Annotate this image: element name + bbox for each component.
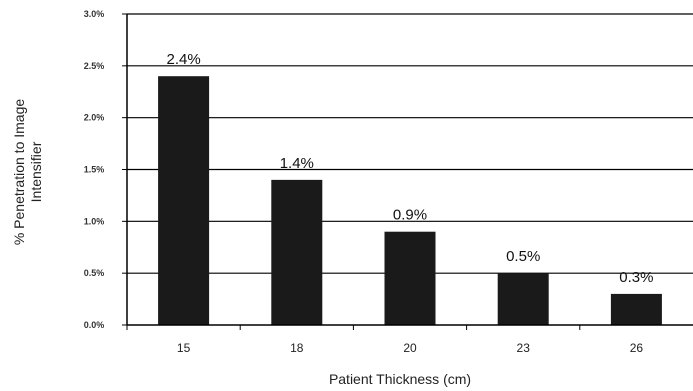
bars	[158, 76, 662, 325]
x-tick-label: 15	[177, 341, 191, 355]
y-axis-label-line2: Intensifier	[28, 141, 44, 202]
x-tick-label: 23	[517, 341, 531, 355]
data-label: 2.4%	[166, 51, 200, 68]
data-label: 0.3%	[619, 269, 653, 286]
y-tick-label: 3.0%	[84, 9, 105, 19]
y-tick-label: 1.5%	[84, 165, 105, 175]
y-tick-labels: 0.0% 0.5% 1.0% 1.5% 2.0% 2.5% 3.0%	[84, 9, 127, 330]
bar	[158, 76, 210, 325]
bar	[610, 293, 662, 325]
bar	[384, 231, 436, 325]
y-axis-label-line1: % Penetration to Image	[11, 99, 27, 246]
y-tick-label: 2.5%	[84, 61, 105, 71]
bar	[497, 273, 549, 325]
data-label: 0.9%	[393, 207, 427, 224]
x-tick-label: 20	[403, 341, 417, 355]
data-labels: 2.4% 1.4% 0.9% 0.5% 0.3%	[166, 51, 653, 286]
y-tick-label: 0.5%	[84, 268, 105, 278]
x-axis-label: Patient Thickness (cm)	[329, 371, 471, 387]
y-tick-label: 0.0%	[84, 320, 105, 330]
y-tick-label: 2.0%	[84, 113, 105, 123]
y-tick-label: 1.0%	[84, 216, 105, 226]
bar	[271, 179, 323, 325]
data-label: 0.5%	[506, 248, 540, 265]
data-label: 1.4%	[280, 155, 314, 172]
x-tick-labels: 15 18 20 23 26	[126, 325, 644, 355]
x-tick-label: 18	[290, 341, 304, 355]
gridlines	[127, 13, 693, 274]
x-tick-label: 26	[630, 341, 644, 355]
